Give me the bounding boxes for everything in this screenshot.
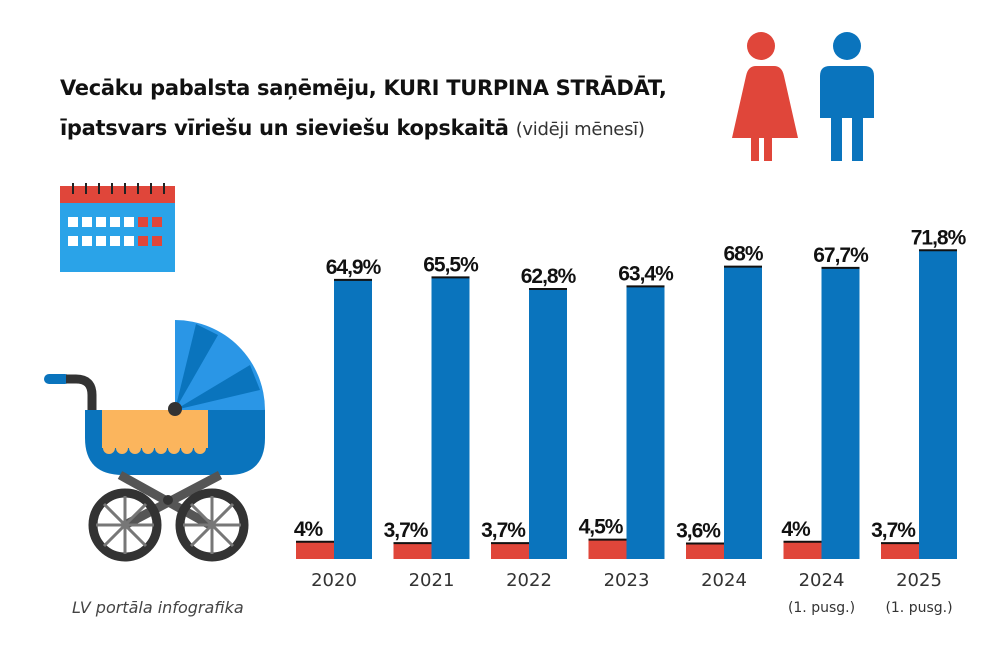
title-note: (vidēji mēnesī) xyxy=(515,119,645,140)
data-label: 4,5% xyxy=(579,516,624,539)
data-label: 3,7% xyxy=(384,519,429,542)
calendar-day xyxy=(96,236,106,246)
bar-women-6 xyxy=(919,250,957,559)
calendar-day xyxy=(124,236,134,246)
bar-women-3 xyxy=(626,286,665,559)
bar-women-1 xyxy=(431,277,470,559)
x-tick-label: 2025 xyxy=(896,570,942,591)
calendar-day xyxy=(68,236,78,246)
calendar-day xyxy=(152,217,162,227)
data-label: 3,6% xyxy=(676,520,721,543)
title-line-2-bold: īpatsvars vīriešu un sieviešu kopskaitā xyxy=(60,116,509,140)
data-label: 68% xyxy=(723,243,763,266)
woman-icon xyxy=(732,32,798,161)
bar-chart: 4% 64,9% 2020 3,7% 65,5% 2021 3,7% 62,8% 2022 4,5… xyxy=(294,226,968,616)
x-tick-label: 2024 xyxy=(701,570,747,591)
bar-women-5 xyxy=(821,267,860,559)
x-tick-label: 2024 xyxy=(799,570,845,591)
data-label: 64,9% xyxy=(326,256,382,279)
x-tick-label: 2022 xyxy=(506,570,552,591)
data-label: 67,7% xyxy=(813,244,869,267)
calendar-day xyxy=(138,236,148,246)
bar-men-4 xyxy=(686,543,724,559)
data-label: 4% xyxy=(294,518,324,541)
data-label: 3,7% xyxy=(481,519,526,542)
x-tick-label: 2023 xyxy=(604,570,650,591)
bar-women-0 xyxy=(334,279,372,559)
data-label: 62,8% xyxy=(521,265,577,288)
bar-men-0 xyxy=(296,541,334,559)
bar-women-2 xyxy=(529,288,567,559)
calendar-day xyxy=(124,217,134,227)
calendar-day xyxy=(82,236,92,246)
x-tick-label: 2021 xyxy=(409,570,455,591)
data-label: 65,5% xyxy=(423,253,479,276)
data-label: 3,7% xyxy=(871,519,916,542)
bar-men-6 xyxy=(881,543,919,559)
title-line-1: Vecāku pabalsta saņēmēju, KURI TURPINA S… xyxy=(60,76,667,100)
bar-women-4 xyxy=(724,266,762,559)
bar-men-5 xyxy=(783,541,822,559)
credit-text: LV portāla infografika xyxy=(72,598,244,617)
data-label: 4% xyxy=(781,518,811,541)
bar-men-1 xyxy=(393,543,432,559)
calendar-day xyxy=(138,217,148,227)
x-tick-label: 2020 xyxy=(311,570,357,591)
calendar-day xyxy=(68,217,78,227)
bar-men-3 xyxy=(588,539,627,559)
calendar-day xyxy=(96,217,106,227)
stroller-icon xyxy=(44,320,265,562)
calendar-day xyxy=(152,236,162,246)
man-icon xyxy=(820,32,874,161)
data-label: 63,4% xyxy=(618,262,674,285)
calendar-day xyxy=(110,236,120,246)
x-tick-sublabel: (1. pusg.) xyxy=(788,600,855,616)
data-label: 71,8% xyxy=(911,226,967,249)
calendar-day xyxy=(110,217,120,227)
calendar-day xyxy=(82,217,92,227)
title-line-2: īpatsvars vīriešu un sieviešu kopskaitā … xyxy=(60,116,645,140)
calendar-icon xyxy=(60,183,175,272)
x-tick-sublabel: (1. pusg.) xyxy=(885,600,952,616)
bar-men-2 xyxy=(491,543,529,559)
